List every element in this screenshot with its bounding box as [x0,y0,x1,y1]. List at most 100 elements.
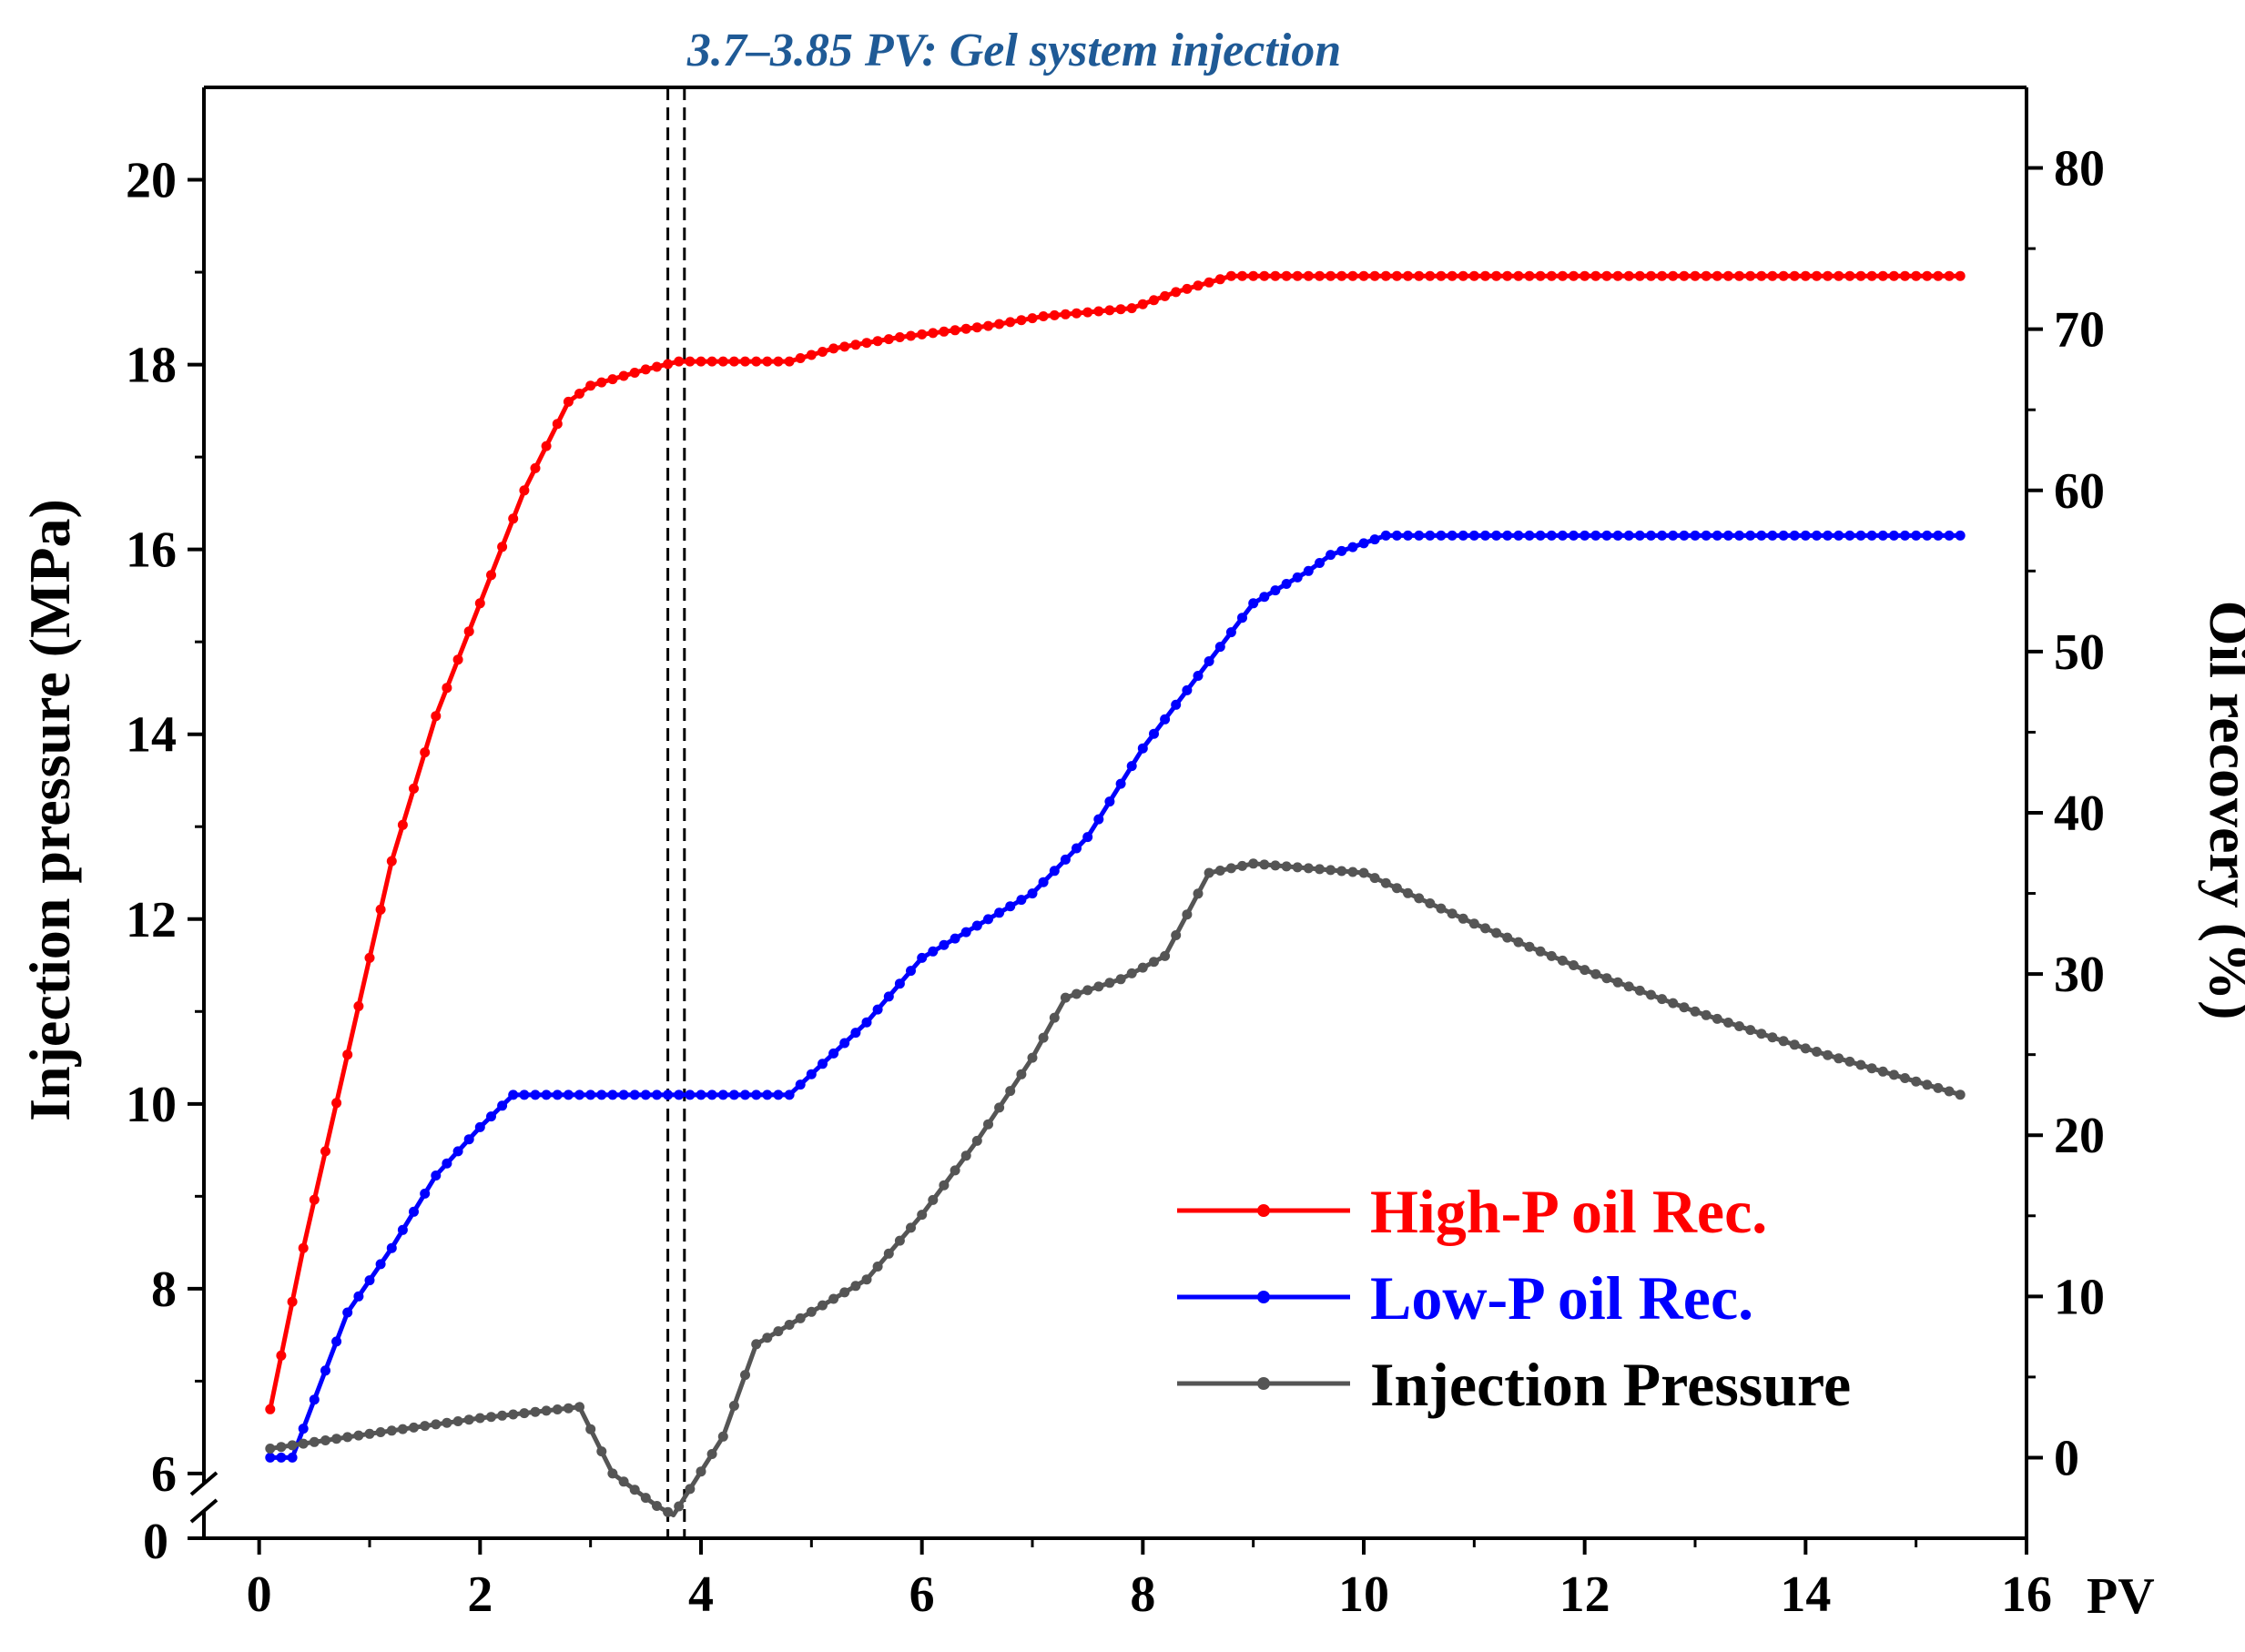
series-point [950,325,960,336]
series-point [1193,671,1204,681]
series-point [629,1090,640,1100]
series-point [1911,270,1922,281]
series-point [409,1206,419,1217]
series-point [474,1413,485,1424]
series-point [1690,270,1701,281]
series-point [1403,530,1413,541]
series-point [1690,530,1701,541]
series-point [265,1452,276,1463]
series-point [1590,530,1601,541]
series-point [1502,530,1513,541]
series-point [1844,1056,1855,1067]
series-point [287,1452,298,1463]
series-point [1513,270,1524,281]
series-point [1358,270,1369,281]
series-point [1458,913,1468,924]
series-point [1315,270,1325,281]
series-point [1281,861,1292,872]
series-point [596,1446,607,1457]
series-point [452,654,463,665]
series-point [1834,270,1844,281]
series-point [983,914,993,925]
series-point [1524,530,1535,541]
series-point [309,1194,320,1205]
series-point [1922,270,1933,281]
series-point [784,356,795,367]
series-point [1225,863,1236,874]
series-point [1745,1025,1756,1036]
series-point [574,1402,584,1413]
series-point [320,1146,330,1157]
series-point [1038,311,1049,321]
series-point [298,1242,309,1253]
series-point [696,1466,706,1477]
series-point [960,927,971,937]
y-axis-right: 0 10 20 30 40 50 60 70 80 [2027,141,2105,1486]
series-point [1623,270,1634,281]
series-point [1911,1076,1922,1087]
series-point [375,1427,386,1437]
series-point [674,1090,685,1100]
series-point [596,377,607,388]
series-point [663,1506,674,1517]
series-point [1214,866,1225,876]
series-point [442,1158,452,1169]
series-point [939,1180,950,1191]
series-point [1104,305,1115,316]
series-point [861,1017,872,1028]
series-point [353,1291,364,1302]
series-point [883,334,894,345]
series-point [474,1121,485,1132]
y-left-tick-label: 6 [151,1446,177,1503]
series-point [486,570,496,581]
series-point [1569,270,1579,281]
series-point [1734,1021,1744,1031]
series-point [1491,927,1502,938]
series-point [1480,270,1490,281]
series-point [696,1090,706,1100]
series-point [1789,530,1800,541]
series-point [1447,530,1458,541]
series-point [1933,530,1944,541]
series-point [1336,866,1347,877]
series-point [1722,1018,1733,1028]
series-injection-pressure [265,858,1966,1518]
series-point [474,598,485,609]
series-point [674,356,685,367]
series-point [1027,313,1038,324]
series-point [1855,270,1866,281]
series-point [883,1248,894,1259]
series-point [618,1090,629,1100]
series-point [806,1069,817,1079]
series-point [353,1430,364,1441]
series-point [1580,270,1590,281]
x-tick-label: 4 [688,1566,714,1623]
series-point [1391,883,1402,894]
series-point [287,1296,298,1307]
series-point [1557,955,1568,966]
series-point [1171,699,1182,710]
series-point [1182,909,1193,920]
series-point [1005,317,1016,328]
series-point [1137,743,1148,754]
series-point [298,1438,309,1449]
y-left-tick-label: 10 [126,1077,177,1133]
series-point [563,396,574,407]
series-point [1072,988,1082,999]
series-point [342,1432,353,1443]
series-point [894,978,905,989]
series-point [762,356,773,367]
series-point [1634,530,1645,541]
series-point [1303,863,1314,874]
series-point [640,1090,651,1100]
series-point [1888,270,1899,281]
series-point [1590,270,1601,281]
series-point [331,1098,342,1109]
y-left-tick-label: 20 [126,153,177,209]
series-point [960,323,971,334]
series-point [1712,1013,1722,1024]
series-point [1546,270,1557,281]
series-point [652,1501,662,1511]
series-point [1358,867,1369,878]
series-point [1436,270,1447,281]
